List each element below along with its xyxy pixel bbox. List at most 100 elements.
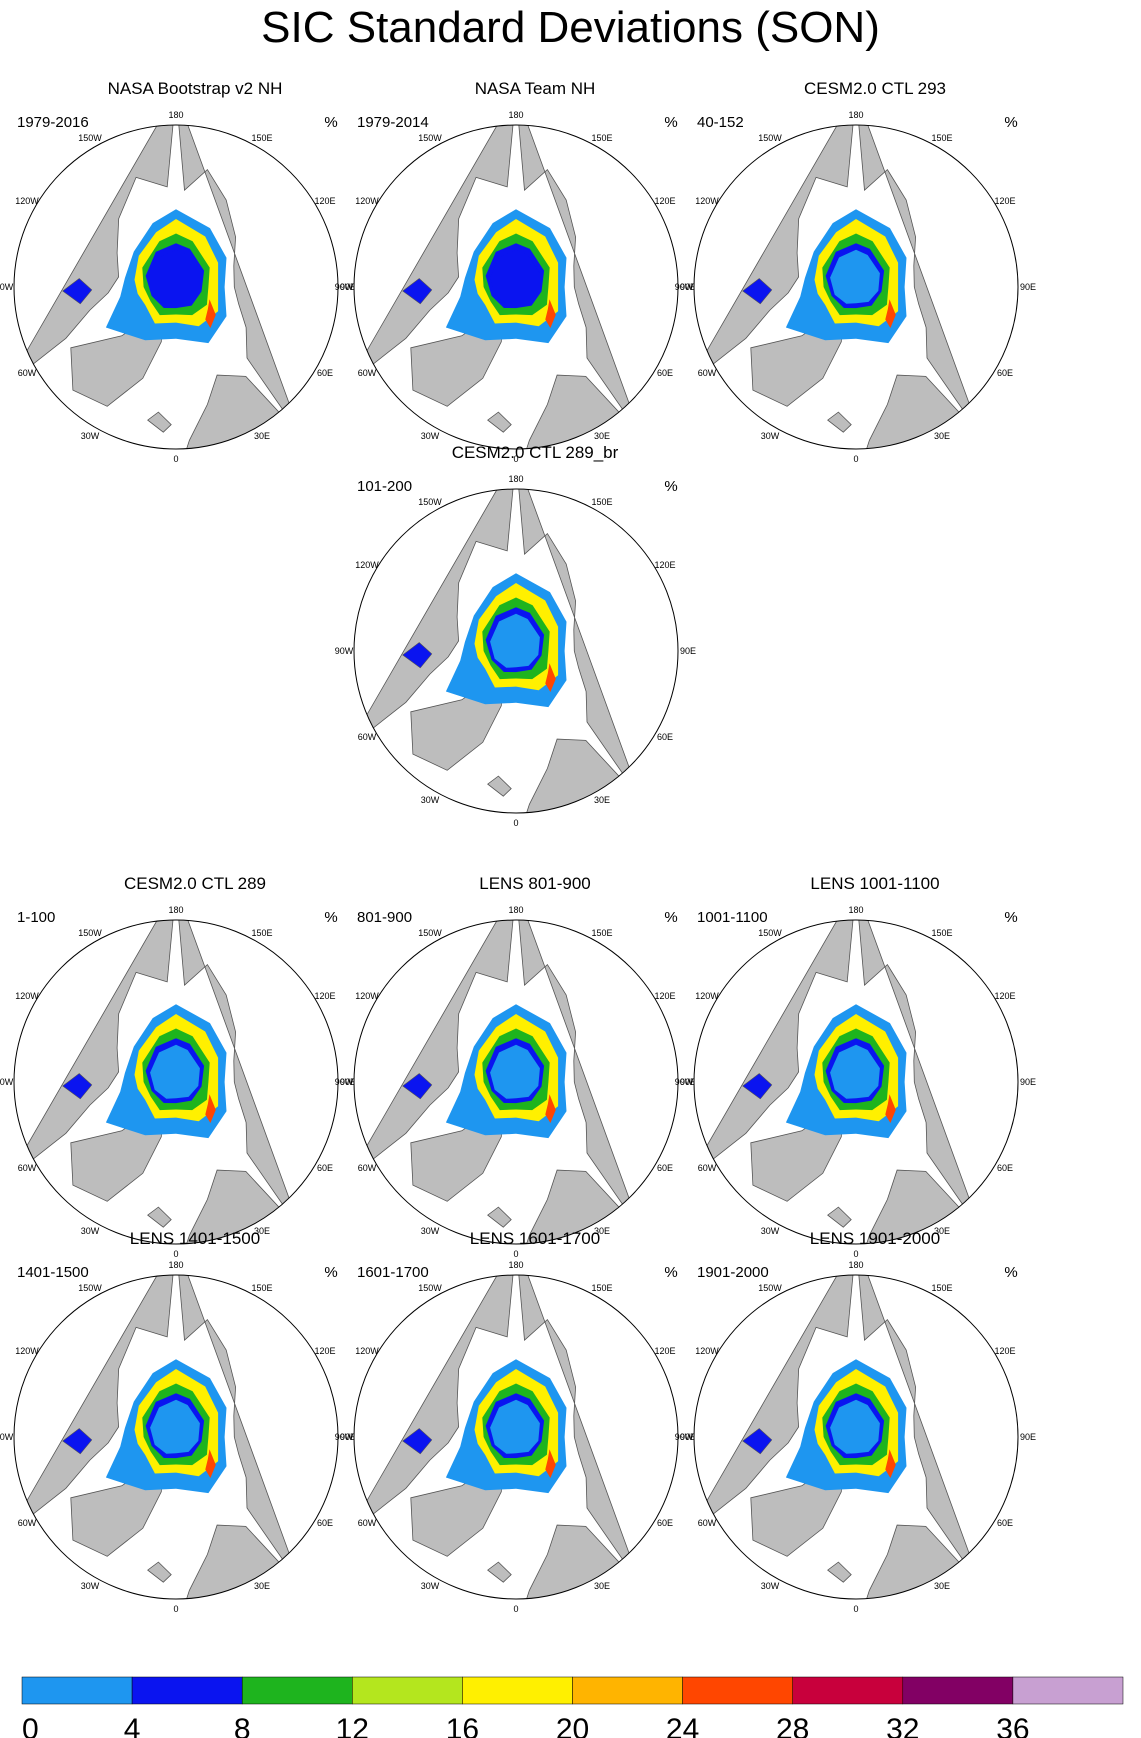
longitude-label: 120W [355,1346,379,1356]
colorbar-swatch [462,1676,573,1705]
longitude-label: 90W [335,1077,354,1087]
colorbar-swatch [792,1676,904,1705]
longitude-label: 60W [358,368,377,378]
panel-period: 1901-2000 [697,1264,769,1281]
longitude-label: 180 [848,110,863,120]
longitude-label: 90E [1020,1077,1036,1087]
colorbar-tick-label: 16 [446,1713,479,1738]
map-panel: 180 150E 120E 90E 60E 30E 0 30W 60W 90W 120W 150W LE… [335,1229,696,1614]
map-panel: 180 150E 120E 90E 60E 30E 0 30W 60W 90W 120W 150W LE… [675,1229,1036,1614]
longitude-label: 120E [654,1346,675,1356]
longitude-label: 90W [0,1077,14,1087]
longitude-label: 60E [657,368,673,378]
longitude-label: 150W [418,133,442,143]
longitude-label: 0 [853,454,858,464]
longitude-label: 180 [508,905,523,915]
longitude-label: 180 [168,110,183,120]
longitude-label: 150E [591,928,612,938]
colorbar-tick-label: 20 [556,1713,589,1738]
unit-label: % [324,114,337,131]
longitude-label: 30W [421,795,440,805]
longitude-label: 30W [761,1581,780,1591]
longitude-label: 150W [758,1283,782,1293]
longitude-label: 90W [335,1432,354,1442]
longitude-label: 90W [335,282,354,292]
longitude-label: 0 [513,1249,518,1259]
longitude-label: 120W [15,991,39,1001]
colorbar-tick-label: 0 [22,1713,39,1738]
longitude-label: 0 [173,1249,178,1259]
longitude-label: 180 [168,905,183,915]
longitude-label: 180 [848,1260,863,1270]
colorbar-swatch [1012,1676,1124,1705]
longitude-label: 60E [657,732,673,742]
panel-period: 1979-2014 [357,114,429,131]
colorbar-tick-label: 24 [666,1713,699,1738]
longitude-label: 90W [335,646,354,656]
panel-title: CESM2.0 CTL 293 [804,79,946,98]
longitude-label: 120E [654,560,675,570]
colorbar-swatch [241,1676,353,1705]
panel-period: 1401-1500 [17,1264,89,1281]
panel-title: CESM2.0 CTL 289 [124,874,266,893]
longitude-label: 0 [513,818,518,828]
longitude-label: 30E [254,1581,270,1591]
longitude-label: 30E [254,1226,270,1236]
longitude-label: 120W [695,991,719,1001]
longitude-label: 150E [931,928,952,938]
longitude-label: 60W [698,1518,717,1528]
longitude-label: 90W [0,1432,14,1442]
longitude-label: 0 [513,454,518,464]
longitude-label: 30E [594,795,610,805]
longitude-label: 180 [508,110,523,120]
longitude-label: 120E [654,991,675,1001]
longitude-label: 60W [698,368,717,378]
longitude-label: 60E [997,368,1013,378]
longitude-label: 60E [317,368,333,378]
longitude-label: 150E [251,1283,272,1293]
longitude-label: 90E [680,646,696,656]
map-panel: 180 150E 120E 90E 60E 30E 0 30W 60W 90W 120W 150W LE… [0,1229,356,1614]
longitude-label: 90W [675,1077,694,1087]
colorbar-tick-label: 28 [776,1713,809,1738]
longitude-label: 30W [421,1581,440,1591]
longitude-label: 60W [18,368,37,378]
map-panel: 180 150E 120E 90E 60E 30E 0 30W 60W 90W 120W 150W CE… [675,79,1036,464]
map-panel: 180 150E 120E 90E 60E 30E 0 30W 60W 90W 120W 150W LE… [675,874,1036,1259]
longitude-label: 90E [340,282,356,292]
panel-period: 101-200 [357,478,412,495]
panel-title: LENS 1401-1500 [130,1229,260,1248]
longitude-label: 150W [78,1283,102,1293]
longitude-label: 150E [591,133,612,143]
longitude-label: 150W [78,133,102,143]
longitude-label: 150W [78,928,102,938]
longitude-label: 180 [508,1260,523,1270]
longitude-label: 60E [317,1163,333,1173]
longitude-label: 30E [594,1226,610,1236]
colorbar-tick-label: 36 [996,1713,1029,1738]
longitude-label: 0 [853,1604,858,1614]
longitude-label: 60W [358,1163,377,1173]
longitude-label: 30E [934,1226,950,1236]
longitude-label: 60E [997,1163,1013,1173]
longitude-label: 120E [314,1346,335,1356]
unit-label: % [324,1264,337,1281]
longitude-label: 180 [508,474,523,484]
longitude-label: 120E [994,1346,1015,1356]
longitude-label: 150E [251,928,272,938]
colorbar-swatch [902,1676,1014,1705]
panel-period: 1979-2016 [17,114,89,131]
longitude-label: 90W [0,282,14,292]
longitude-label: 30W [761,431,780,441]
longitude-label: 120W [355,196,379,206]
longitude-label: 30E [934,431,950,441]
longitude-label: 150W [418,928,442,938]
longitude-label: 150E [591,497,612,507]
longitude-label: 150E [931,133,952,143]
longitude-label: 30W [421,1226,440,1236]
longitude-label: 60W [358,1518,377,1528]
longitude-label: 120W [355,560,379,570]
panel-title: NASA Bootstrap v2 NH [108,79,283,98]
longitude-label: 30E [254,431,270,441]
longitude-label: 60W [18,1518,37,1528]
